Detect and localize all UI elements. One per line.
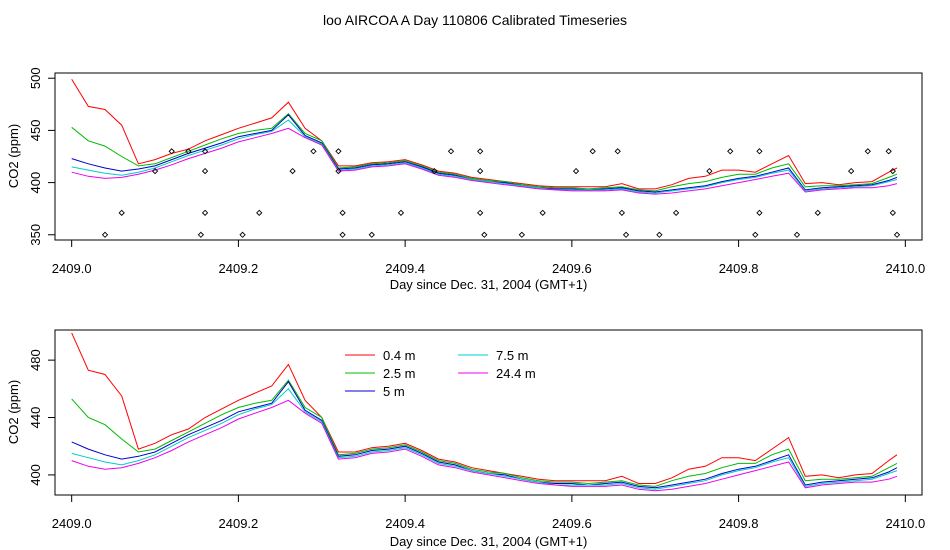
scatter-point (481, 231, 488, 238)
x-tick-label: 2410.0 (885, 261, 925, 276)
y-tick-label: 500 (28, 67, 43, 89)
scatter-point (889, 209, 896, 216)
x-tick-label: 2409.6 (552, 516, 592, 531)
scatter-point (447, 148, 455, 155)
scatter-point (431, 167, 438, 175)
scatter-point (101, 231, 109, 238)
y-axis-label: CO2 (ppm) (6, 124, 21, 188)
scatter-point (814, 209, 821, 216)
series-line-0-4-m (71, 79, 898, 190)
scatter-point (477, 209, 484, 216)
x-tick-label: 2409.8 (719, 516, 759, 531)
scatter-point (256, 209, 263, 216)
scatter-point (335, 148, 342, 155)
scatter-point (201, 209, 209, 216)
legend-label-24-4-m: 24.4 m (496, 366, 536, 381)
scatter-point (656, 231, 663, 238)
series-line-24-4-m (71, 127, 898, 195)
legend-label-5-m: 5 m (383, 384, 405, 399)
scatter-point (793, 231, 801, 238)
scatter-point (335, 167, 342, 175)
scatter-point (201, 148, 209, 155)
y-tick-label: 480 (28, 349, 43, 371)
legend-label-0-4-m: 0.4 m (383, 348, 416, 363)
x-tick-label: 2409.0 (52, 261, 92, 276)
x-tick-label: 2409.2 (219, 516, 259, 531)
y-tick-label: 400 (28, 464, 43, 486)
scatter-point (885, 148, 892, 155)
series-line-2-5-m (71, 112, 898, 192)
legend-label-2-5-m: 2.5 m (383, 366, 416, 381)
series-line-7-5-m (71, 388, 898, 490)
scatter-point (539, 209, 546, 216)
y-axis-label: CO2 (ppm) (6, 380, 21, 444)
x-tick-label: 2409.0 (52, 516, 92, 531)
scatter-point (477, 167, 484, 175)
scatter-point (477, 148, 484, 155)
scatter-point (572, 167, 580, 175)
scatter-point (752, 231, 759, 238)
scatter-point (239, 231, 246, 238)
y-tick-label: 350 (28, 224, 43, 246)
chart-title: loo AIRCOA A Day 110806 Calibrated Times… (323, 12, 627, 28)
bottom-panel: 2409.0 2409.2 2409.4 2409.6 2409.8 2410.0 400 4… (6, 329, 925, 549)
x-tick-label: 2409.2 (219, 261, 259, 276)
y-tick-label: 450 (28, 120, 43, 142)
scatter-point (289, 167, 296, 175)
scatter-point (589, 148, 596, 155)
scatter-point (618, 209, 626, 216)
series-line-24-4-m (71, 399, 898, 492)
series-line-2-5-m (71, 379, 898, 487)
scatter-point (168, 148, 175, 155)
scatter-point (756, 148, 763, 155)
scatter-point (672, 209, 680, 216)
x-axis-label: Day since Dec. 31, 2004 (GMT+1) (390, 534, 588, 549)
scatter-point (339, 209, 346, 216)
y-tick-label: 400 (28, 172, 43, 194)
scatter-point (518, 231, 525, 238)
plot-frame (54, 72, 923, 241)
series-line-7-5-m (71, 119, 898, 194)
scatter-point (151, 167, 159, 175)
scatter-point (185, 148, 192, 155)
x-tick-label: 2409.4 (385, 516, 425, 531)
x-tick-label: 2410.0 (885, 516, 925, 531)
scatter-point (706, 167, 713, 175)
x-axis-label: Day since Dec. 31, 2004 (GMT+1) (390, 277, 588, 292)
x-tick-label: 2409.8 (719, 261, 759, 276)
scatter-point (339, 231, 346, 238)
scatter-point (201, 167, 209, 175)
plot-frame (54, 329, 923, 496)
top-panel: 2409.0 2409.2 2409.4 2409.6 2409.8 2410.0 350 4… (6, 67, 925, 292)
scatter-point (893, 231, 901, 238)
scatter-point (622, 231, 630, 238)
scatter-point (118, 209, 125, 216)
x-tick-label: 2409.4 (385, 261, 425, 276)
series-line-0-4-m (71, 332, 898, 484)
scatter-point (614, 148, 621, 155)
scatter-point (197, 231, 205, 238)
legend-label-7-5-m: 7.5 m (496, 348, 529, 363)
scatter-point (756, 209, 763, 216)
x-tick-label: 2409.6 (552, 261, 592, 276)
scatter-point (310, 148, 317, 155)
scatter-point (727, 148, 734, 155)
scatter-point (864, 148, 871, 155)
scatter-point (889, 167, 896, 175)
scatter-point (397, 209, 405, 216)
scatter-point (368, 231, 375, 238)
y-tick-label: 440 (28, 407, 43, 429)
scatter-point (848, 167, 855, 175)
